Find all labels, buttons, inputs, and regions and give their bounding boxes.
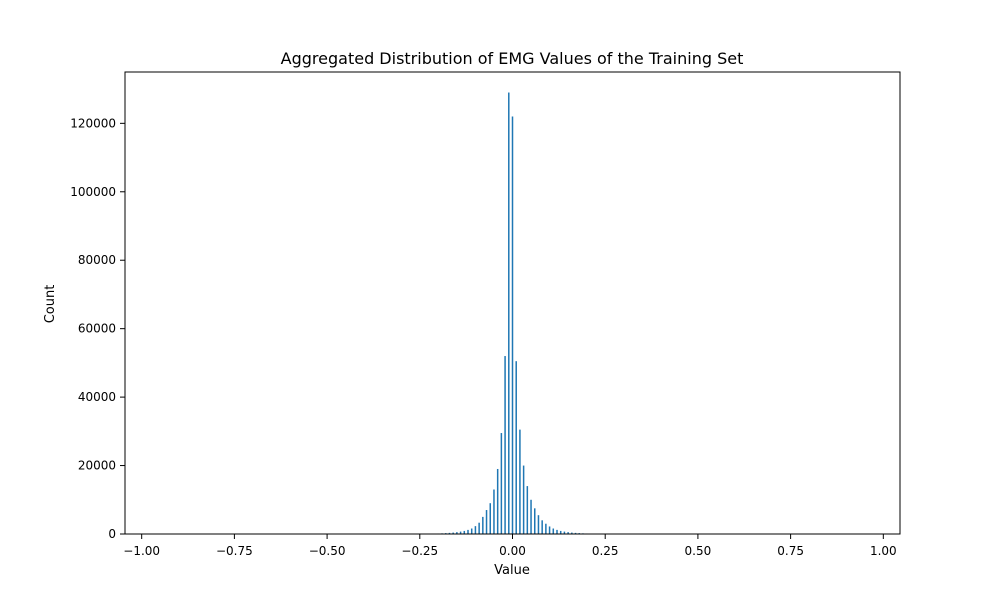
y-tick-label: 80000 — [78, 253, 116, 267]
y-tick-label: 0 — [108, 527, 116, 541]
histogram-bar — [522, 465, 525, 534]
y-axis-ticks: 0 20000 40000 60000 80000 100000 120000 — [70, 116, 125, 541]
y-tick-label: 120000 — [70, 116, 116, 130]
histogram-bar — [519, 429, 521, 534]
x-tick-label: −1.00 — [123, 544, 160, 558]
histogram-bar — [463, 530, 466, 534]
histogram-bar — [467, 529, 469, 534]
histogram-bar — [456, 532, 458, 534]
histogram-bar — [559, 530, 562, 534]
histogram-bar — [571, 532, 573, 534]
histogram-bar — [478, 522, 480, 534]
histogram-bar — [541, 520, 543, 534]
x-tick-label: 1.00 — [870, 544, 897, 558]
histogram-bar — [574, 532, 577, 534]
x-tick-label: −0.25 — [401, 544, 438, 558]
x-tick-label: 0.00 — [499, 544, 526, 558]
histogram-bar — [508, 92, 510, 534]
histogram-bar — [515, 361, 517, 534]
histogram-bar — [567, 532, 569, 534]
y-tick-label: 100000 — [70, 185, 116, 199]
histogram-bar — [537, 515, 540, 534]
x-tick-label: 0.25 — [592, 544, 619, 558]
histogram-bar — [526, 486, 529, 534]
x-tick-label: −0.75 — [216, 544, 253, 558]
y-tick-label: 60000 — [78, 322, 116, 336]
histogram-bar — [530, 499, 532, 534]
histogram-bar — [500, 433, 503, 534]
histogram-bar — [548, 526, 551, 534]
histogram-bar — [545, 523, 547, 534]
bar-group — [419, 92, 606, 535]
x-tick-label: 0.50 — [685, 544, 712, 558]
histogram-bar — [563, 531, 566, 534]
histogram-bar — [493, 489, 495, 534]
plot-frame — [124, 71, 901, 535]
histogram-bar — [556, 529, 558, 534]
histogram-bar — [482, 516, 484, 534]
histogram-bar — [496, 468, 499, 534]
chart-title: Aggregated Distribution of EMG Values of… — [281, 49, 744, 68]
histogram-bar — [474, 526, 477, 534]
x-tick-label: 0.75 — [777, 544, 804, 558]
y-tick-label: 20000 — [78, 459, 116, 473]
histogram-bar — [511, 116, 514, 535]
x-axis-label: Value — [494, 563, 530, 578]
histogram-bar — [470, 528, 473, 534]
x-tick-label: −0.50 — [309, 544, 346, 558]
histogram-bar — [489, 503, 491, 534]
histogram-bar — [459, 531, 462, 534]
histogram-bar — [534, 508, 536, 534]
histogram-bar — [485, 510, 488, 534]
histogram-bar — [552, 528, 555, 534]
y-axis-label: Count — [43, 285, 58, 324]
histogram-bar — [448, 532, 451, 534]
histogram-bar — [504, 356, 506, 534]
histogram-bar — [452, 532, 454, 534]
y-tick-label: 40000 — [78, 390, 116, 404]
x-axis-ticks: −1.00 −0.75 −0.50 −0.25 0.00 0.25 0.50 0.75 1.00 — [123, 534, 897, 558]
